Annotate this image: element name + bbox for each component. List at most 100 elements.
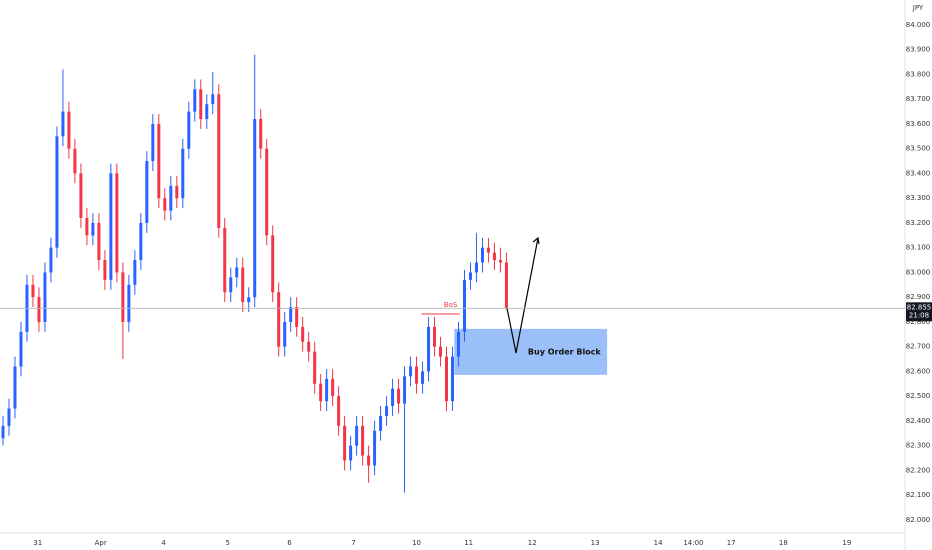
candle-body	[337, 396, 341, 426]
candle-body	[103, 260, 107, 280]
candle-body	[235, 267, 239, 278]
candle-body	[199, 89, 203, 120]
y-tick-label: 83.000	[906, 268, 931, 276]
candle-body	[451, 356, 454, 402]
candle-body	[492, 252, 496, 261]
candle-body	[445, 356, 449, 402]
candle-body	[486, 247, 490, 253]
candle-body	[127, 284, 131, 322]
x-tick-label: 11	[464, 539, 473, 547]
candle-body	[468, 272, 472, 280]
candle-body	[480, 247, 484, 263]
x-tick-label: Apr	[95, 539, 107, 547]
candle-body	[49, 247, 53, 273]
y-tick-label: 82.900	[906, 293, 931, 301]
x-tick-label: 17	[727, 539, 736, 547]
x-tick-label: 13	[591, 539, 600, 547]
candle-body	[139, 222, 143, 261]
candle-body	[157, 123, 161, 199]
candle-body	[223, 227, 227, 293]
candle-body	[133, 260, 137, 285]
y-tick-label: 83.400	[906, 169, 931, 177]
arrow-head	[532, 236, 540, 245]
candle-body	[115, 173, 119, 273]
x-tick-label: 19	[842, 539, 851, 547]
y-tick-label: 84.000	[906, 21, 931, 29]
x-tick-label: 4	[161, 539, 166, 547]
candle-body	[13, 366, 17, 409]
candle-body	[73, 148, 77, 174]
candle-body	[343, 425, 347, 461]
y-tick-label: 82.600	[906, 367, 931, 375]
x-tick-label: 12	[528, 539, 537, 547]
x-tick-label: 6	[287, 539, 292, 547]
y-tick-label: 83.900	[906, 46, 931, 54]
candle-body	[504, 262, 508, 309]
y-tick-label: 82.500	[906, 392, 931, 400]
candle-body	[253, 119, 257, 298]
order-block	[454, 328, 608, 375]
x-tick-label: 5	[226, 539, 230, 547]
candle-body	[474, 262, 478, 273]
x-tick-label: 18	[779, 539, 788, 547]
candle-body	[427, 326, 431, 372]
candle-body	[367, 455, 371, 466]
candle-body	[37, 297, 41, 322]
candle-body	[109, 173, 113, 280]
y-tick-label: 82.400	[906, 417, 931, 425]
candle-body	[247, 297, 251, 303]
candle-body	[379, 415, 383, 431]
candle-body	[277, 292, 281, 347]
candle-body	[415, 366, 419, 384]
candle-body	[181, 148, 185, 199]
candle-body	[85, 218, 89, 236]
candle-body	[97, 222, 101, 261]
order-block-label: Buy Order Block	[528, 347, 602, 356]
y-tick-label: 83.100	[906, 244, 931, 252]
candle-body	[31, 284, 35, 298]
y-tick-label: 83.200	[906, 219, 931, 227]
candle-body	[289, 307, 293, 322]
x-tick-label: 14	[654, 539, 663, 547]
candle-body	[301, 326, 305, 342]
candle-body	[439, 346, 443, 357]
candle-body	[349, 445, 353, 461]
y-tick-label: 83.500	[906, 145, 931, 153]
candle-body	[61, 111, 65, 137]
candle-body	[271, 235, 275, 293]
x-tick-label: 7	[351, 539, 355, 547]
candle-body	[241, 267, 245, 303]
candle-body	[175, 185, 179, 199]
candle-body	[433, 326, 437, 347]
candle-body	[283, 321, 287, 347]
x-tick-label: 10	[412, 539, 421, 547]
candle-body	[325, 378, 329, 402]
currency-label: JPY	[912, 4, 924, 12]
candle-body	[169, 185, 173, 211]
candle-body	[211, 94, 215, 105]
candle-body	[7, 408, 11, 426]
last-price-box	[906, 302, 932, 322]
candle-body	[403, 376, 407, 404]
candle-body	[163, 198, 167, 211]
y-tick-label: 82.700	[906, 343, 931, 351]
bos-label: BoS	[444, 301, 458, 309]
y-tick-label: 83.800	[906, 70, 931, 78]
candle-body	[498, 260, 502, 263]
candle-body	[193, 89, 197, 112]
candle-body	[67, 111, 71, 149]
plot: Buy Order Block BoS	[1, 54, 608, 493]
candle-body	[217, 94, 221, 228]
y-tick-label: 83.600	[906, 120, 931, 128]
candle-body	[121, 272, 125, 322]
candle-body	[307, 341, 311, 352]
y-tick-label: 82.800	[906, 318, 931, 326]
candle-body	[265, 148, 269, 236]
x-tick-label: 31	[33, 539, 42, 547]
candle-body	[295, 307, 299, 327]
candle-body	[55, 136, 59, 248]
candle-body	[91, 222, 95, 236]
last-price-label: 82.855	[907, 303, 932, 311]
